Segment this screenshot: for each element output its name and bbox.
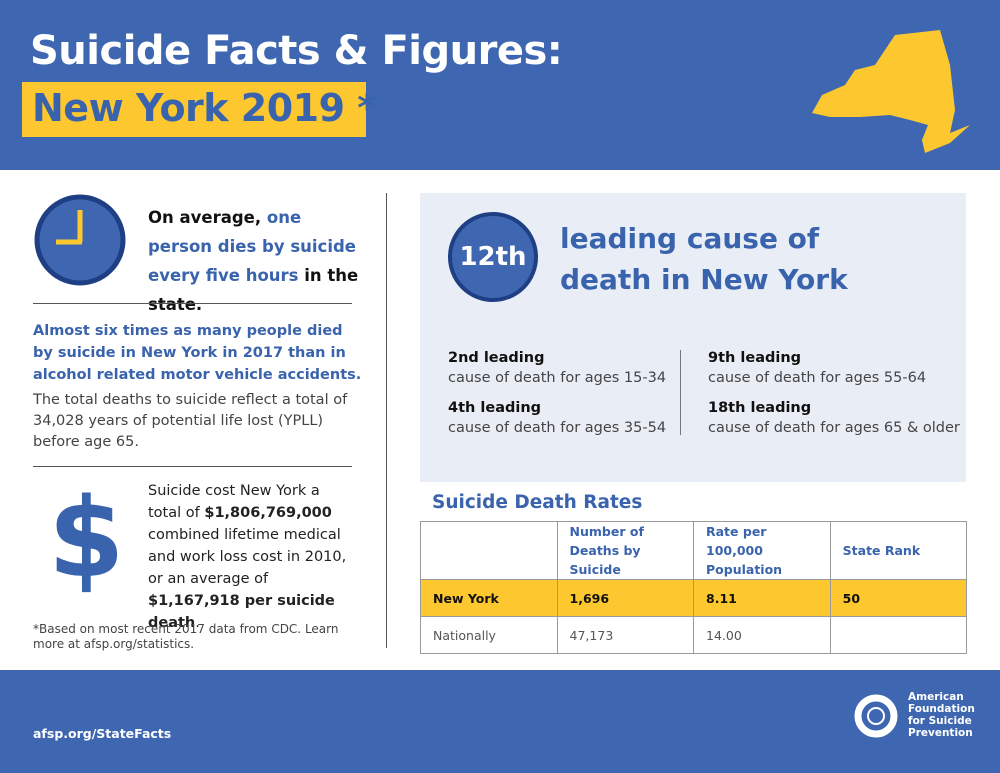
intro-pre: On average, xyxy=(148,208,267,227)
subtitle: New York 2019 * xyxy=(32,86,377,130)
title: Suicide Facts & Figures: xyxy=(30,28,563,74)
table-header: Number of Deaths by Suicide Rate per 100,… xyxy=(420,521,968,580)
cost-total: $1,806,769,000 xyxy=(204,505,332,521)
logo-icon xyxy=(854,694,898,738)
table-title: Suicide Death Rates xyxy=(432,492,643,513)
table-cell: New York xyxy=(420,579,558,617)
dollar-icon: $ xyxy=(48,474,125,602)
rank-label: 9th leading xyxy=(708,350,802,366)
header-cell: Number of Deaths by Suicide xyxy=(556,521,695,580)
header-cell: State Rank xyxy=(829,521,968,580)
rank-item: 9th leading cause of death for ages 55-64 xyxy=(708,348,926,388)
rates-table: Number of Deaths by Suicide Rate per 100,… xyxy=(420,521,968,654)
intro: On average, one person dies by suicide e… xyxy=(148,203,363,319)
divider xyxy=(33,303,352,304)
rank-item: 4th leading cause of death for ages 35-54 xyxy=(448,398,666,438)
rank-heading: leading cause of death in New York xyxy=(560,222,848,296)
rank-desc: cause of death for ages 55-64 xyxy=(708,370,927,386)
table-row: New York 1,696 8.11 50 xyxy=(420,579,968,617)
divider xyxy=(680,350,681,435)
clock-icon xyxy=(34,194,126,286)
header-cell: Rate per 100,000 Population xyxy=(693,521,831,580)
rank-desc: cause of death for ages 65 & older xyxy=(708,420,960,436)
cost-average: $1,167,918 per suicide death xyxy=(148,593,335,631)
table-cell: 14.00 xyxy=(693,616,831,654)
rank-desc: cause of death for ages 35-54 xyxy=(448,420,667,436)
table-cell xyxy=(829,616,968,654)
divider xyxy=(33,466,352,467)
table-cell: 50 xyxy=(829,579,968,617)
column-divider xyxy=(386,193,387,648)
cost-text: Suicide cost New York a total of xyxy=(148,483,320,521)
footnote: *Based on most recent 2017 data from CDC… xyxy=(33,622,339,651)
intro-highlight: one person dies by suicide every five ho… xyxy=(148,208,356,285)
state-map xyxy=(812,30,970,153)
logo-text: American Foundation for Suicide Preventi… xyxy=(908,691,975,739)
rank-item: 2nd leading cause of death for ages 15-34 xyxy=(448,348,666,388)
rank-label: 18th leading xyxy=(708,400,812,416)
table-cell: Nationally xyxy=(420,616,558,654)
rank-label: 4th leading xyxy=(448,400,542,416)
ypll: The total deaths to suicide reflect a to… xyxy=(33,392,348,450)
rank-desc: cause of death for ages 15-34 xyxy=(448,370,667,386)
header-cell xyxy=(420,521,558,580)
rank-item: 18th leading cause of death for ages 65 &… xyxy=(708,398,960,438)
table-cell: 8.11 xyxy=(693,579,831,617)
table-cell: 1,696 xyxy=(556,579,695,617)
subtitle-box xyxy=(22,82,366,137)
footer-url[interactable]: afsp.org/StateFacts xyxy=(33,726,172,741)
footer xyxy=(0,670,1000,773)
cost-text: combined lifetime medical and work loss … xyxy=(148,527,347,587)
table-row: Nationally 47,173 14.00 xyxy=(420,616,968,654)
table-cell: 47,173 xyxy=(556,616,695,654)
comparison: Almost six times as many people died by … xyxy=(33,323,362,383)
rank-label: 2nd leading xyxy=(448,350,545,366)
rank-badge: 12th xyxy=(448,212,538,302)
intro-post: in the state. xyxy=(148,266,359,314)
cost-text: . xyxy=(195,615,200,631)
cost: Suicide cost New York a total of $1,806,… xyxy=(148,480,353,634)
